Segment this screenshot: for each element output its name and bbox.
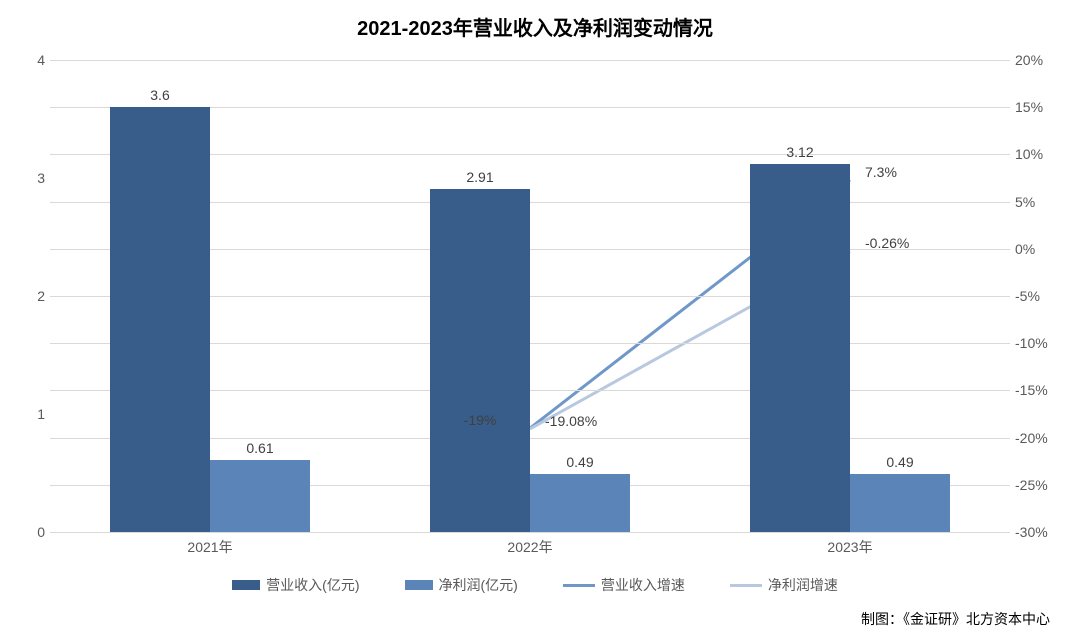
left-axis-tick: 3 <box>10 170 45 186</box>
bar <box>750 164 850 532</box>
right-axis-tick: 0% <box>1015 241 1060 257</box>
legend-item: 营业收入(亿元) <box>232 575 359 595</box>
bar-value-label: 3.12 <box>786 144 813 160</box>
x-axis-label: 2022年 <box>507 537 552 557</box>
line-value-label: -19.08% <box>545 413 597 429</box>
legend: 营业收入(亿元) 净利润(亿元) 营业收入增速 净利润增速 <box>0 575 1070 595</box>
legend-swatch <box>730 584 762 587</box>
bar-value-label: 2.91 <box>466 169 493 185</box>
bar-value-label: 0.49 <box>886 454 913 470</box>
left-axis-tick: 1 <box>10 406 45 422</box>
bar <box>530 474 630 532</box>
x-axis-label: 2023年 <box>827 537 872 557</box>
grid-line <box>50 532 1010 533</box>
legend-label: 净利润(亿元) <box>439 575 518 595</box>
x-axis-label: 2021年 <box>187 537 232 557</box>
credit-text: 制图：《金证研》北方资本中心 <box>861 609 1050 629</box>
legend-item: 净利润增速 <box>730 575 838 595</box>
line-value-label: -19% <box>464 412 497 428</box>
bar <box>850 474 950 532</box>
legend-item: 净利润(亿元) <box>405 575 518 595</box>
line-value-label: 7.3% <box>865 164 897 180</box>
right-axis-tick: 5% <box>1015 194 1060 210</box>
right-axis-tick: -20% <box>1015 430 1060 446</box>
bar <box>430 189 530 532</box>
right-axis-tick: -10% <box>1015 335 1060 351</box>
right-axis-tick: -15% <box>1015 382 1060 398</box>
bar-value-label: 3.6 <box>150 87 169 103</box>
bar-value-label: 0.61 <box>246 440 273 456</box>
bar-value-label: 0.49 <box>566 454 593 470</box>
legend-item: 营业收入增速 <box>563 575 685 595</box>
line-value-label: -0.26% <box>865 235 909 251</box>
legend-label: 营业收入增速 <box>601 575 685 595</box>
right-axis-tick: -30% <box>1015 524 1060 540</box>
legend-label: 净利润增速 <box>768 575 838 595</box>
bar <box>210 460 310 532</box>
legend-swatch <box>232 580 260 590</box>
left-axis-tick: 4 <box>10 52 45 68</box>
left-axis-tick: 0 <box>10 524 45 540</box>
right-axis-tick: 15% <box>1015 99 1060 115</box>
legend-label: 营业收入(亿元) <box>266 575 359 595</box>
grid-line <box>50 60 1010 61</box>
right-axis-tick: -5% <box>1015 288 1060 304</box>
legend-swatch <box>405 580 433 590</box>
right-axis-tick: -25% <box>1015 477 1060 493</box>
plot-area: 3.6 2.91 3.12 0.61 0.49 0.49 -19% 7.3% -19.08% -0… <box>50 60 1010 532</box>
right-axis-tick: 10% <box>1015 146 1060 162</box>
chart-title: 2021-2023年营业收入及净利润变动情况 <box>0 12 1070 41</box>
right-axis-tick: 20% <box>1015 52 1060 68</box>
bar <box>110 107 210 532</box>
legend-swatch <box>563 584 595 587</box>
left-axis-tick: 2 <box>10 288 45 304</box>
